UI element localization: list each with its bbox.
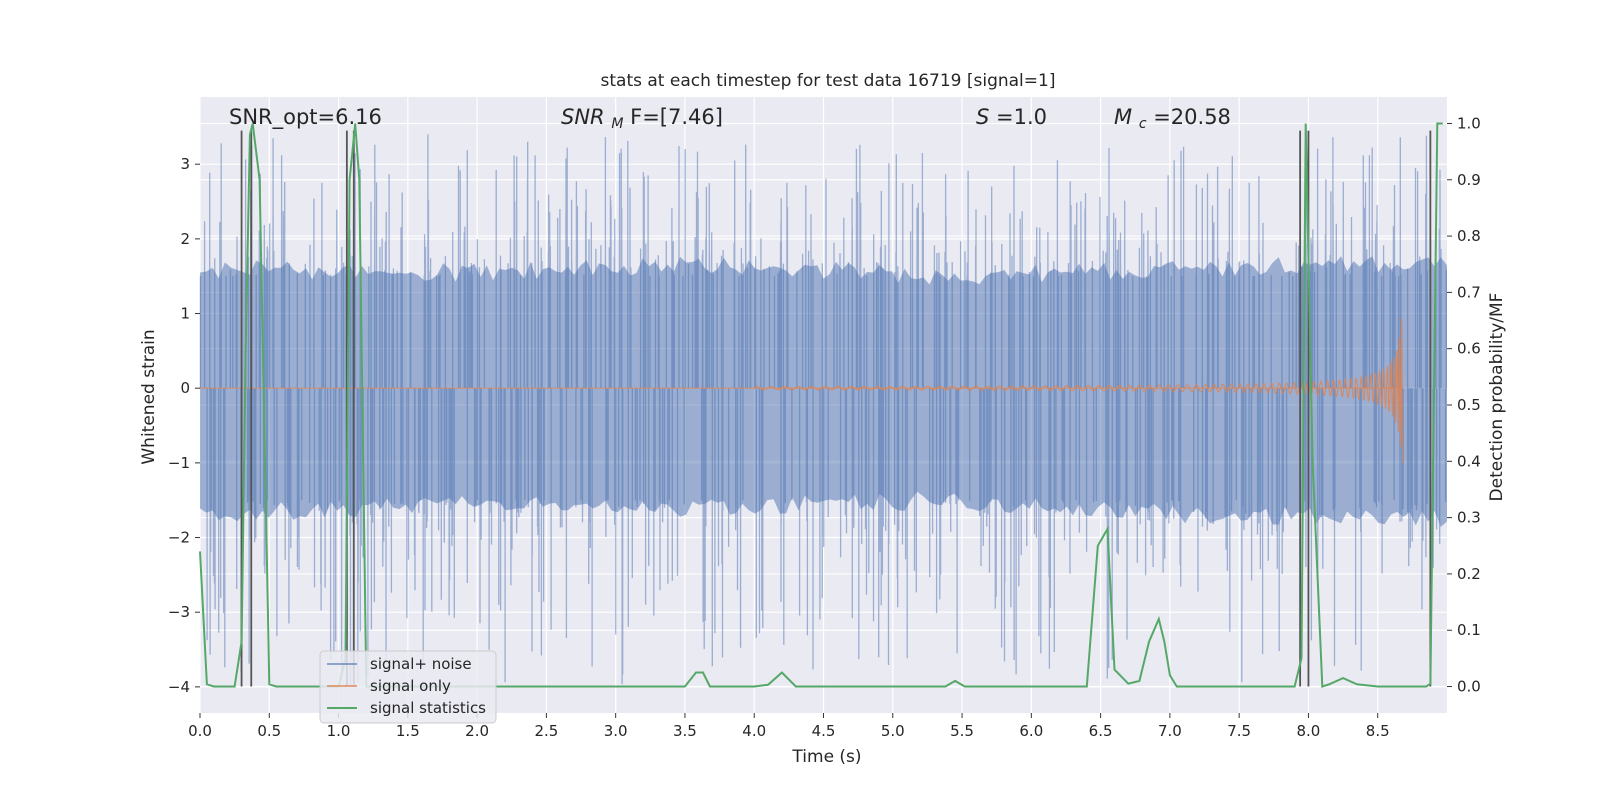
legend-label-signal: signal only <box>370 677 451 695</box>
annotation-mc: M c =20.58 <box>1114 105 1231 133</box>
x-tick-label: 0.0 <box>188 722 212 740</box>
y2-tick-label: 0.1 <box>1457 621 1481 639</box>
chart-title: stats at each timestep for test data 167… <box>601 71 1056 91</box>
y2-tick-label: 0.0 <box>1457 678 1481 696</box>
annotation-mc-sub: c <box>1139 116 1147 132</box>
x-tick-label: 4.5 <box>812 722 836 740</box>
annotation-mc-name: M <box>1114 105 1132 129</box>
signal-chirp <box>753 317 1404 463</box>
x-tick-label: 5.5 <box>950 722 974 740</box>
annotation-snr-mf: SNR M F=[7.46] <box>561 105 723 133</box>
x-tick-label: 7.0 <box>1158 722 1182 740</box>
annotation-s-rest: =1.0 <box>996 105 1047 129</box>
x-tick-label: 4.0 <box>742 722 766 740</box>
x-ticks: 0.0 0.5 1.0 1.5 2.0 2.5 3.0 3.5 4.0 4.5 5.0 5.5 6.0 6… <box>188 713 1390 740</box>
legend: signal+ noise signal only signal statist… <box>319 650 497 724</box>
y-tick-label: 0 <box>180 379 190 397</box>
y2-axis-label: Detection probability/MF <box>1487 293 1507 502</box>
y-tick-label: −2 <box>168 529 190 547</box>
y-tick-label: 2 <box>180 230 190 248</box>
signal-layer <box>200 317 1404 463</box>
annotation-snr-mf-name: SNR <box>561 105 605 129</box>
annotation-snr-mf-rest: F=[7.46] <box>630 105 723 129</box>
x-tick-label: 3.5 <box>673 722 697 740</box>
annotation-s: S =1.0 <box>976 105 1047 129</box>
y2-tick-label: 0.3 <box>1457 509 1481 527</box>
legend-box <box>319 650 497 724</box>
y2-tick-label: 0.5 <box>1457 396 1481 414</box>
x-tick-label: 1.0 <box>327 722 351 740</box>
legend-label-noise: signal+ noise <box>370 655 472 673</box>
x-tick-label: 2.0 <box>465 722 489 740</box>
noise-layer <box>199 134 1447 687</box>
x-tick-label: 6.0 <box>1019 722 1043 740</box>
x-tick-label: 5.0 <box>881 722 905 740</box>
x-axis-label: Time (s) <box>791 747 861 767</box>
annotation-mc-rest: =20.58 <box>1153 105 1231 129</box>
y-tick-label: −1 <box>168 454 190 472</box>
y2-tick-label: 0.2 <box>1457 565 1481 583</box>
x-tick-label: 6.5 <box>1089 722 1113 740</box>
x-tick-label: 8.5 <box>1366 722 1390 740</box>
y2-tick-label: 0.6 <box>1457 340 1481 358</box>
y2-tick-label: 0.4 <box>1457 452 1481 470</box>
y-ticks-right: 0.0 0.1 0.2 0.3 0.4 0.5 0.6 0.7 0.8 0.9 1.0 <box>1447 114 1481 696</box>
y-tick-label: 3 <box>180 155 190 173</box>
y-ticks-left: −4 −3 −2 −1 0 1 2 3 <box>168 155 200 696</box>
annotation-snr-mf-sub: M <box>611 116 623 132</box>
x-tick-label: 8.0 <box>1297 722 1321 740</box>
y-tick-label: −3 <box>168 603 190 621</box>
annotation-snr-opt: SNR_opt=6.16 <box>229 105 382 130</box>
y2-tick-label: 0.7 <box>1457 283 1481 301</box>
x-tick-label: 0.5 <box>257 722 281 740</box>
x-tick-label: 1.5 <box>396 722 420 740</box>
x-tick-label: 3.0 <box>604 722 628 740</box>
y2-tick-label: 1.0 <box>1457 114 1481 132</box>
x-tick-label: 7.5 <box>1227 722 1251 740</box>
y-tick-label: −4 <box>168 678 190 696</box>
x-tick-label: 2.5 <box>534 722 558 740</box>
legend-label-statistics: signal statistics <box>370 699 486 717</box>
annotation-s-name: S <box>976 105 989 129</box>
y2-tick-label: 0.8 <box>1457 227 1481 245</box>
y-tick-label: 1 <box>180 305 190 323</box>
y2-tick-label: 0.9 <box>1457 171 1481 189</box>
y-axis-label: Whitened strain <box>139 329 159 464</box>
